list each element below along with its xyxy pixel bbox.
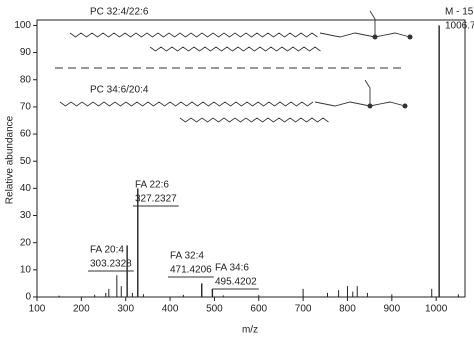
y-tick-label: 0	[25, 292, 31, 303]
molecule-head	[364, 79, 371, 106]
molecule-atom	[372, 34, 378, 40]
y-tick-label: 10	[20, 264, 32, 275]
y-tick-label: 50	[20, 156, 32, 167]
y-tick-label: 90	[20, 47, 32, 58]
x-tick-label: 200	[73, 304, 90, 315]
y-axis-label: Relative abundance	[5, 115, 16, 204]
molecule-chain	[149, 46, 321, 52]
molecule-head	[369, 10, 376, 37]
molecule-atom	[402, 103, 408, 109]
peak-mz: 471.4206	[170, 265, 212, 276]
structures	[59, 10, 413, 123]
molecule-head	[314, 101, 406, 107]
y-tick-label: 20	[20, 237, 32, 248]
peak-label: M - 15	[445, 7, 474, 18]
peak-label: FA 22:6	[135, 180, 169, 191]
peak-mz: 303.2328	[90, 259, 132, 270]
peak-mz: 495.4202	[215, 277, 257, 288]
molecule-atom	[367, 103, 373, 109]
x-tick-label: 500	[206, 304, 223, 315]
x-tick-label: 900	[383, 304, 400, 315]
molecule-head	[319, 32, 411, 38]
x-tick-label: 1000	[425, 304, 448, 315]
peak-mz: 327.2327	[135, 194, 177, 205]
structure-name: PC 32:4/22:6	[90, 7, 149, 18]
y-tick-label: 70	[20, 102, 32, 113]
y-tick-label: 100	[14, 20, 31, 31]
x-tick-label: 100	[29, 304, 46, 315]
plot-frame	[36, 19, 466, 298]
y-tick-label: 40	[20, 183, 32, 194]
peak-mz: 1006.7218	[445, 21, 474, 32]
structure-name: PC 34:6/20:4	[90, 85, 149, 96]
x-tick-label: 300	[117, 304, 134, 315]
peak-label: FA 20:4	[90, 245, 124, 256]
x-tick-label: 400	[162, 304, 179, 315]
x-tick-label: 700	[295, 304, 312, 315]
peak-label: FA 32:4	[170, 251, 204, 262]
x-tick-label: 600	[250, 304, 267, 315]
molecule-chain	[179, 117, 329, 123]
y-tick-label: 30	[20, 210, 32, 221]
peak-label: FA 34:6	[215, 263, 249, 274]
x-tick-label: 800	[339, 304, 356, 315]
molecule-chain	[59, 101, 314, 107]
y-tick-label: 60	[20, 129, 32, 140]
y-tick-label: 80	[20, 74, 32, 85]
molecule-atom	[407, 34, 413, 40]
x-axis-label: m/z	[242, 325, 258, 336]
molecule-chain	[69, 32, 318, 38]
